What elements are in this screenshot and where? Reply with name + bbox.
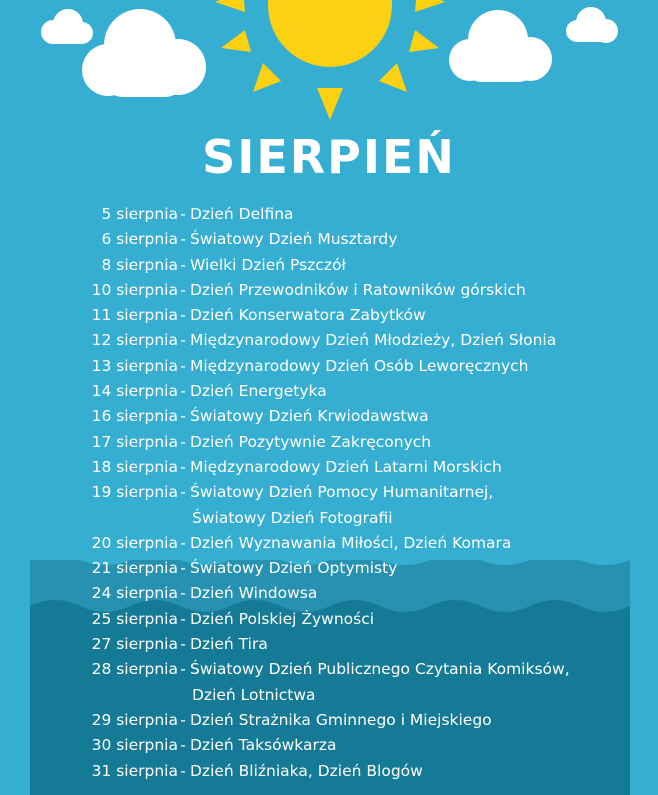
day-date: 11 sierpnia: [91, 306, 178, 325]
day-separator: -: [180, 710, 186, 729]
list-item: 16 sierpnia - Światowy Dzień Krwiodawstwa: [0, 404, 658, 429]
day-separator: -: [180, 432, 186, 451]
day-separator: -: [180, 609, 186, 628]
day-name: Dzień Energetyka: [190, 382, 327, 401]
day-separator: -: [180, 736, 186, 755]
list-item: 21 sierpnia - Światowy Dzień Optymisty: [0, 556, 658, 581]
day-name: Wielki Dzień Pszczół: [190, 255, 346, 274]
day-date: 24 sierpnia: [91, 584, 178, 603]
day-date: 19 sierpnia: [91, 483, 178, 502]
day-date: 12 sierpnia: [91, 331, 178, 350]
day-name: Międzynarodowy Dzień Osób Leworęcznych: [190, 356, 529, 375]
day-separator: -: [180, 205, 186, 223]
day-date: 27 sierpnia: [91, 635, 178, 654]
day-date: 10 sierpnia: [91, 280, 178, 299]
day-date: 14 sierpnia: [91, 382, 178, 401]
day-list: 5 sierpnia - Dzień Delfina 6 sierpnia - Świat…: [0, 202, 658, 784]
day-name-continuation: Dzień Lotnictwa: [192, 685, 316, 704]
day-date: 28 sierpnia: [91, 660, 178, 679]
day-separator: -: [180, 255, 186, 274]
day-date: 30 sierpnia: [91, 736, 178, 755]
day-name: Światowy Dzień Musztardy: [190, 230, 398, 249]
day-name: Dzień Pozytywnie Zakręconych: [190, 432, 432, 451]
day-separator: -: [180, 559, 186, 578]
cloud-icon: [82, 9, 206, 97]
day-separator: -: [180, 635, 186, 654]
day-name: Dzień Konserwatora Zabytków: [190, 306, 426, 325]
list-item: 5 sierpnia - Dzień Delfina: [0, 202, 658, 227]
day-date: 18 sierpnia: [91, 457, 178, 476]
list-item: 18 sierpnia - Międzynarodowy Dzień Latarni…: [0, 455, 658, 480]
day-name: Dzień Tira: [190, 635, 268, 654]
day-date: 17 sierpnia: [91, 432, 178, 451]
list-item: 12 sierpnia - Międzynarodowy Dzień Młodzie…: [0, 328, 658, 353]
list-item: 31 sierpnia - Dzień Bliźniaka, Dzień Blogó…: [0, 759, 658, 784]
day-date: 31 sierpnia: [91, 761, 178, 780]
day-name: Dzień Przewodników i Ratowników górskich: [190, 280, 526, 299]
list-item: 27 sierpnia - Dzień Tira: [0, 632, 658, 657]
day-date: 13 sierpnia: [91, 356, 178, 375]
day-date: 5 sierpnia: [101, 205, 178, 223]
day-name: Światowy Dzień Publicznego Czytania Komi…: [190, 660, 570, 679]
day-date: 16 sierpnia: [91, 407, 178, 426]
day-name: Dzień Delfina: [190, 205, 294, 223]
page-title: SIERPIEŃ: [202, 130, 456, 184]
list-item: 30 sierpnia - Dzień Taksówkarza: [0, 733, 658, 758]
day-name: Międzynarodowy Dzień Młodzieży, Dzień Sł…: [190, 331, 557, 350]
day-name: Światowy Dzień Optymisty: [190, 559, 398, 578]
list-item: 24 sierpnia - Dzień Windowsa: [0, 581, 658, 606]
day-separator: -: [180, 230, 186, 249]
day-date: 25 sierpnia: [91, 609, 178, 628]
day-name: Dzień Wyznawania Miłości, Dzień Komara: [190, 533, 512, 552]
list-item: 20 sierpnia - Dzień Wyznawania Miłości, Dz…: [0, 531, 658, 556]
day-name: Światowy Dzień Krwiodawstwa: [190, 407, 429, 426]
day-separator: -: [180, 280, 186, 299]
list-item-continuation: Dzień Lotnictwa: [0, 683, 658, 708]
day-separator: -: [180, 457, 186, 476]
day-name: Dzień Polskiej Żywności: [190, 609, 375, 628]
list-item: 14 sierpnia - Dzień Energetyka: [0, 379, 658, 404]
list-item: 25 sierpnia - Dzień Polskiej Żywności: [0, 607, 658, 632]
day-name: Światowy Dzień Pomocy Humanitarnej,: [190, 483, 494, 502]
day-date: 8 sierpnia: [101, 255, 178, 274]
list-item-continuation: Światowy Dzień Fotografii: [0, 506, 658, 531]
cloud-icon: [449, 10, 552, 82]
day-name: Dzień Bliźniaka, Dzień Blogów: [190, 761, 423, 780]
list-item: 19 sierpnia - Światowy Dzień Pomocy Humani…: [0, 480, 658, 505]
day-separator: -: [180, 306, 186, 325]
list-item: 28 sierpnia - Światowy Dzień Publicznego C…: [0, 657, 658, 682]
list-item: 6 sierpnia - Światowy Dzień Musztardy: [0, 227, 658, 252]
day-date: 21 sierpnia: [91, 559, 178, 578]
list-item: 11 sierpnia - Dzień Konserwatora Zabytków: [0, 303, 658, 328]
day-separator: -: [180, 761, 186, 780]
list-item: 17 sierpnia - Dzień Pozytywnie Zakręconych: [0, 430, 658, 455]
day-name: Międzynarodowy Dzień Latarni Morskich: [190, 457, 502, 476]
list-item: 10 sierpnia - Dzień Przewodników i Ratowni…: [0, 278, 658, 303]
cloud-icon: [566, 7, 618, 43]
day-date: 6 sierpnia: [101, 230, 178, 249]
day-separator: -: [180, 331, 186, 350]
cloud-icon: [41, 9, 93, 44]
day-name: Dzień Taksówkarza: [190, 736, 337, 755]
day-separator: -: [180, 533, 186, 552]
list-item: 8 sierpnia - Wielki Dzień Pszczół: [0, 253, 658, 278]
list-item: 29 sierpnia - Dzień Strażnika Gminnego i M…: [0, 708, 658, 733]
sea-waves: [30, 560, 630, 795]
day-separator: -: [180, 483, 186, 502]
day-separator: -: [180, 382, 186, 401]
day-separator: -: [180, 407, 186, 426]
day-date: 20 sierpnia: [91, 533, 178, 552]
day-separator: -: [180, 584, 186, 603]
list-item: 13 sierpnia - Międzynarodowy Dzień Osób Le…: [0, 354, 658, 379]
right-sky-strip: [630, 0, 658, 795]
day-separator: -: [180, 660, 186, 679]
day-date: 29 sierpnia: [91, 710, 178, 729]
day-separator: -: [180, 356, 186, 375]
sun-icon: [215, 0, 445, 120]
day-name-continuation: Światowy Dzień Fotografii: [192, 508, 393, 527]
left-sky-strip: [0, 0, 30, 795]
day-name: Dzień Strażnika Gminnego i Miejskiego: [190, 710, 492, 729]
day-name: Dzień Windowsa: [190, 584, 318, 603]
